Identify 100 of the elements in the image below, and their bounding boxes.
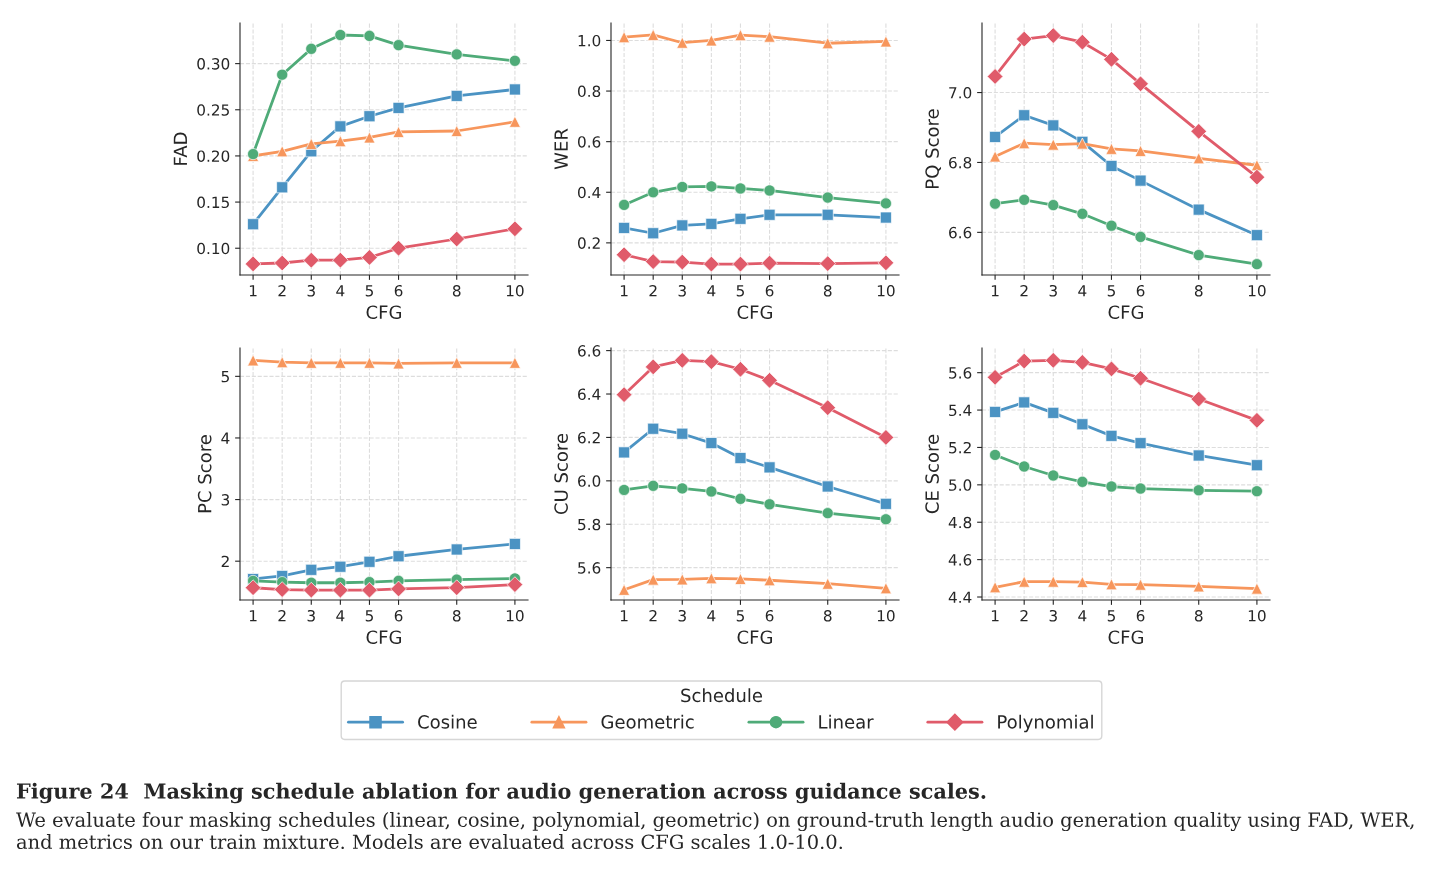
y-tick-label: 5.6	[578, 562, 601, 574]
x-tick-label: 3	[1049, 284, 1057, 297]
x-tick-label: 3	[307, 609, 315, 622]
x-tick-label: 1	[991, 285, 999, 297]
x-tick-label: 8	[1194, 284, 1203, 297]
x-tick-label: 5	[736, 610, 744, 622]
x-tick-label: 4	[707, 285, 716, 297]
x-tick-label: 10	[1248, 609, 1266, 622]
x-tick-label: 5	[365, 610, 373, 622]
caption: Figure 24 Masking schedule ablation for audio generation across guidance scales.	[16, 782, 986, 804]
y-tick-label: 6.6	[949, 226, 972, 239]
y-tick-label: 6.0	[578, 475, 601, 487]
point	[1103, 360, 1120, 378]
x-tick-label: 8	[1194, 609, 1203, 622]
x-tick-label: 4	[1078, 610, 1087, 622]
y-axis-title: PQ Score	[925, 109, 941, 188]
x-axis-title: CFG	[1108, 630, 1144, 645]
y-tick-label: 5.2	[949, 441, 971, 454]
legend-label: Polynomial	[998, 714, 1093, 733]
y-tick-label: 0.10	[197, 242, 230, 255]
y-tick-label: 6.4	[578, 388, 601, 401]
legend-label: Cosine	[418, 714, 477, 729]
x-tick-label: 10	[506, 284, 524, 297]
x-tick-label: 8	[452, 609, 461, 622]
x-axis-title: CFG	[737, 305, 773, 320]
legend-label: Geometric	[601, 714, 694, 729]
x-tick-label: 6	[394, 284, 403, 297]
y-tick-label: 5	[221, 371, 229, 383]
x-axis-title: CFG	[366, 305, 402, 320]
x-tick-label: 6	[765, 284, 774, 297]
x-tick-label: 8	[452, 284, 461, 297]
x-tick-label: 6	[394, 609, 403, 622]
y-tick-label: 4.4	[948, 591, 972, 603]
x-tick-label: 1	[249, 610, 257, 622]
y-tick-label: 0.15	[197, 196, 229, 209]
y-tick-label: 1.0	[578, 34, 601, 47]
x-tick-label: 2	[649, 284, 657, 297]
y-tick-label: 6.6	[578, 345, 601, 357]
y-axis-title: CU Score	[554, 433, 568, 515]
y-tick-label: 4.8	[948, 516, 972, 529]
x-tick-label: 2	[649, 609, 657, 622]
y-tick-label: 5.4	[949, 404, 972, 417]
x-axis-title: CFG	[737, 630, 773, 645]
x-tick-label: 10	[506, 609, 524, 622]
point	[273, 581, 291, 598]
y-tick-label: 5.0	[949, 479, 972, 491]
y-tick-label: 4.6	[948, 554, 972, 566]
x-axis-title: CFG	[1108, 305, 1144, 320]
x-tick-label: 3	[307, 284, 315, 297]
point	[1105, 160, 1118, 172]
x-tick-label: 1	[620, 285, 628, 297]
legend-title: Schedule	[681, 688, 763, 703]
x-tick-label: 6	[1136, 284, 1145, 297]
x-tick-label: 4	[336, 285, 345, 297]
x-tick-label: 3	[678, 609, 686, 622]
y-tick-label: 3	[221, 494, 230, 506]
y-tick-label: 5.8	[578, 518, 601, 531]
y-axis-title: WER	[554, 128, 568, 170]
point	[761, 254, 778, 272]
y-axis-title: PC Score	[197, 435, 212, 513]
y-tick-label: 0.4	[577, 186, 601, 199]
x-tick-label: 2	[278, 284, 286, 297]
legend-label: Linear	[819, 714, 874, 729]
x-tick-label: 10	[877, 609, 895, 622]
point	[732, 361, 749, 378]
point	[448, 230, 465, 248]
x-tick-label: 3	[678, 284, 686, 297]
x-tick-label: 1	[991, 610, 999, 622]
y-tick-label: 2	[221, 555, 229, 567]
x-axis-title: CFG	[366, 630, 402, 645]
y-tick-label: 0.6	[577, 136, 601, 148]
x-tick-label: 1	[620, 610, 628, 622]
y-axis-title: CE Score	[925, 434, 939, 514]
x-tick-label: 5	[1107, 610, 1115, 622]
x-tick-label: 6	[1136, 609, 1145, 622]
x-tick-label: 10	[1248, 284, 1266, 297]
x-tick-label: 2	[278, 609, 286, 622]
y-tick-label: 5.6	[949, 367, 972, 379]
point	[273, 254, 291, 272]
x-tick-label: 2	[1020, 609, 1028, 622]
y-tick-label: 4	[221, 432, 230, 444]
y-tick-label: 0.30	[197, 58, 230, 70]
y-tick-label: 0.2	[577, 237, 600, 249]
y-axis-title: FAD	[173, 132, 187, 165]
x-tick-label: 5	[365, 285, 373, 297]
y-tick-label: 7.0	[949, 87, 972, 99]
x-tick-label: 1	[249, 285, 257, 297]
point	[615, 246, 633, 263]
x-tick-label: 4	[707, 610, 716, 622]
x-tick-label: 5	[1107, 285, 1115, 297]
x-tick-label: 6	[765, 609, 774, 622]
text: We evaluate four masking schedules (linear, cosine, polynomial, geometric) on ground-truth length audio generation quality using FAD, WER, and metrics on our train mixture. Models are evaluated across CFG scales 1.0-10.0.	[16, 812, 1414, 850]
x-tick-label: 4	[336, 610, 345, 622]
x-tick-label: 4	[1078, 285, 1087, 297]
y-tick-label: 6.8	[949, 156, 972, 169]
x-tick-label: 3	[1049, 609, 1057, 622]
x-tick-label: 8	[823, 284, 832, 297]
y-tick-label: 0.25	[197, 104, 229, 116]
point	[734, 573, 747, 585]
x-tick-label: 5	[736, 285, 744, 297]
